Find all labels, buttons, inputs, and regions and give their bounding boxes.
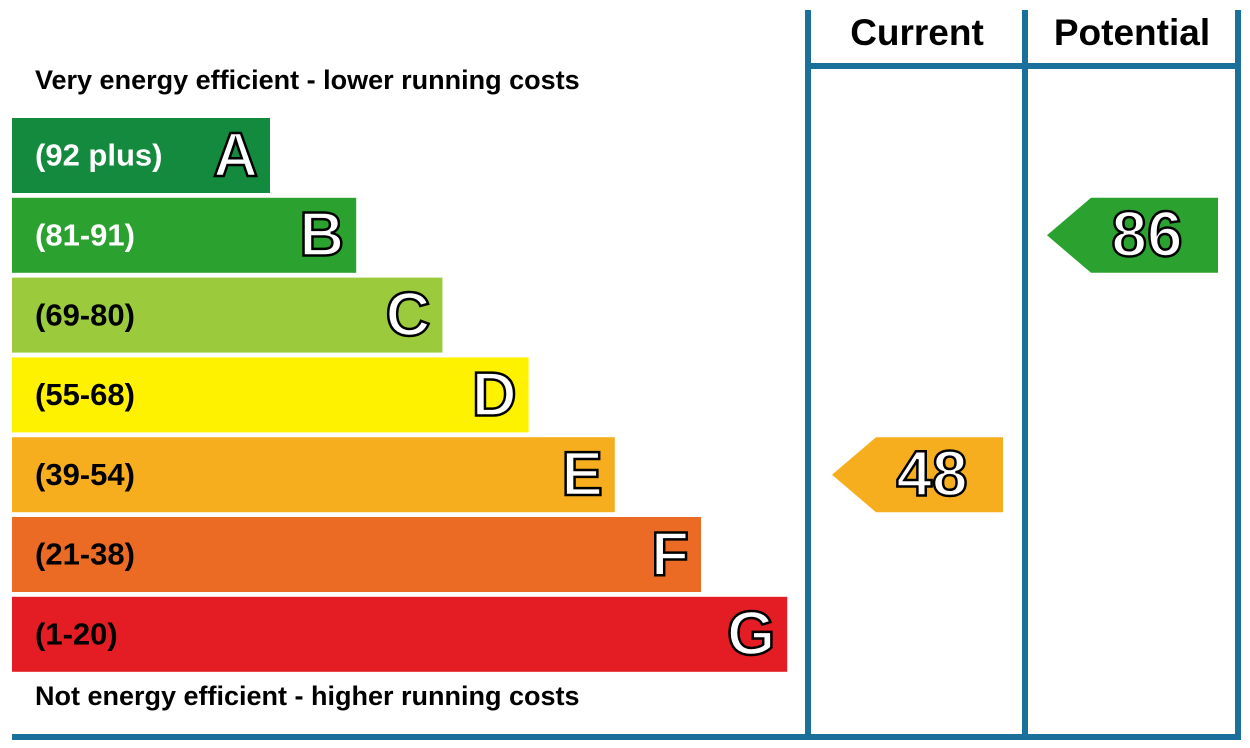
band-range: (55-68) bbox=[35, 377, 135, 412]
bottom-note: Not energy efficient - higher running co… bbox=[35, 681, 580, 711]
rating-value: 48 bbox=[896, 438, 967, 510]
band-letter: F bbox=[651, 520, 689, 589]
band-range: (39-54) bbox=[35, 457, 135, 492]
band-letter: C bbox=[386, 280, 431, 349]
band-letter: G bbox=[727, 600, 775, 669]
band-letter: D bbox=[472, 360, 517, 429]
band bbox=[12, 517, 701, 592]
band-range: (69-80) bbox=[35, 297, 135, 332]
rating-arrow bbox=[1047, 197, 1218, 273]
column-header: Current bbox=[850, 12, 984, 53]
band-letter: A bbox=[213, 121, 258, 190]
top-note: Very energy efficient - lower running co… bbox=[35, 65, 580, 95]
band bbox=[12, 437, 615, 513]
band bbox=[12, 596, 788, 672]
band-range: (1-20) bbox=[35, 616, 118, 651]
rating-value: 86 bbox=[1111, 198, 1182, 270]
band-range: (92 plus) bbox=[35, 138, 162, 173]
band bbox=[12, 197, 357, 273]
band bbox=[12, 118, 270, 193]
rating-arrow bbox=[832, 437, 1003, 513]
band-letter: E bbox=[561, 440, 602, 509]
column-header: Potential bbox=[1054, 12, 1210, 53]
band-letter: B bbox=[299, 201, 344, 270]
band-range: (81-91) bbox=[35, 217, 135, 252]
band bbox=[12, 277, 443, 353]
band bbox=[12, 357, 529, 433]
band-range: (21-38) bbox=[35, 537, 135, 572]
